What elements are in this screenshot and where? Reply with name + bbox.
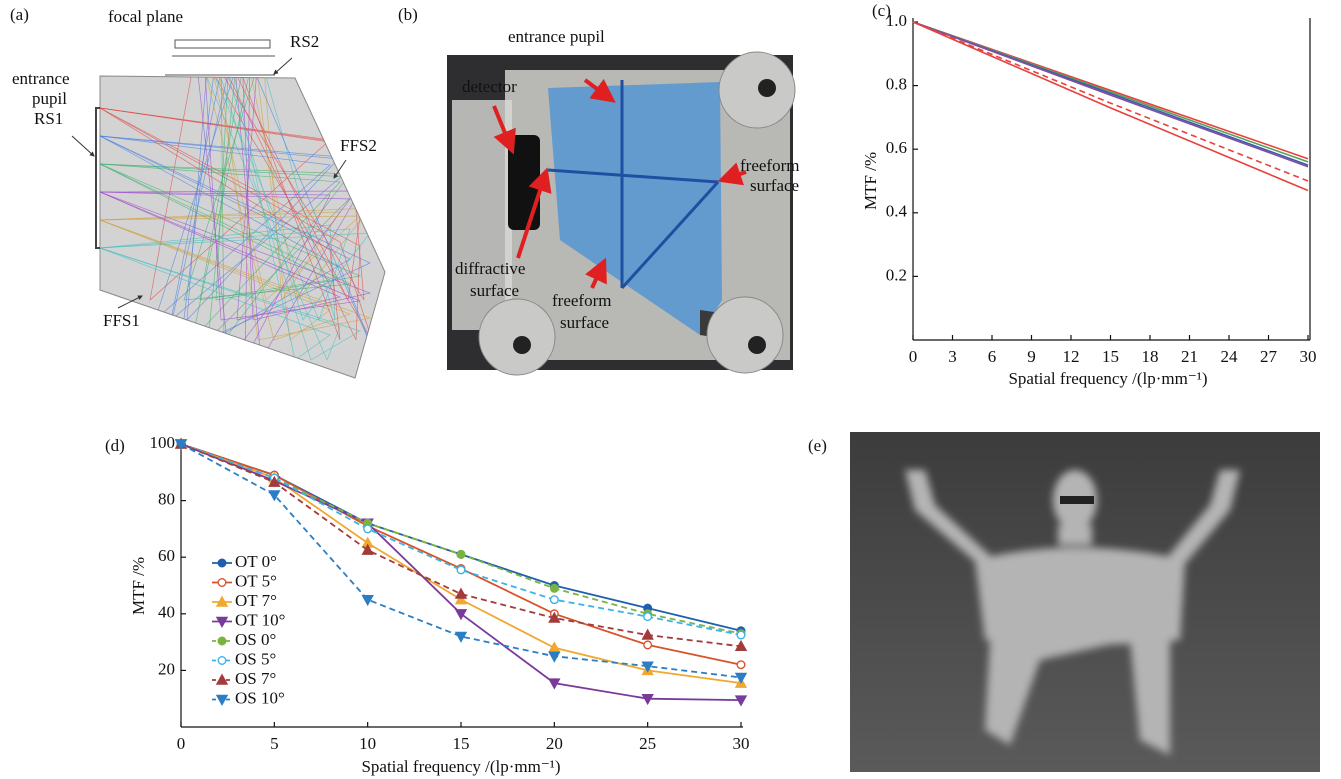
sunglasses — [1060, 496, 1094, 504]
marker — [551, 596, 559, 604]
legend-label: OT 5° — [235, 571, 277, 590]
annotation: freeform — [740, 156, 799, 175]
marker — [644, 641, 652, 649]
y-tick-label: 100 — [150, 433, 176, 452]
legend-label: OT 0° — [235, 552, 277, 571]
y-tick-label: 0.8 — [886, 75, 907, 94]
x-tick-label: 30 — [733, 734, 750, 753]
legend-label: OT 10° — [235, 610, 285, 629]
post — [479, 299, 555, 375]
x-tick-label: 3 — [948, 347, 957, 366]
legend-marker — [217, 675, 227, 684]
marker — [736, 673, 746, 682]
marker — [549, 643, 559, 652]
annotation: FFS1 — [103, 311, 140, 330]
annotation: freeform — [552, 291, 611, 310]
annotation: surface — [750, 176, 799, 195]
x-tick-label: 30 — [1300, 347, 1317, 366]
legend-label: OS 7° — [235, 669, 276, 688]
y-axis-label: MTF /% — [861, 152, 880, 210]
y-tick-label: 40 — [158, 603, 175, 622]
y-axis-label: MTF /% — [129, 557, 148, 615]
x-tick-label: 6 — [988, 347, 997, 366]
y-tick-label: 0.4 — [886, 202, 908, 221]
annotation: surface — [470, 281, 519, 300]
marker — [551, 585, 559, 593]
focal-plane-element — [175, 40, 270, 48]
legend-marker — [218, 657, 226, 665]
x-tick-label: 25 — [639, 734, 656, 753]
marker — [737, 661, 745, 669]
post-hole — [748, 336, 766, 354]
marker — [644, 613, 652, 621]
annotation: RS1 — [34, 109, 63, 128]
series-line — [913, 22, 1308, 181]
y-tick-label: 1.0 — [886, 11, 907, 30]
focal-plane-label: focal plane — [108, 7, 183, 26]
y-tick-label: 0.2 — [886, 265, 907, 284]
legend-marker — [218, 559, 226, 567]
marker — [737, 631, 745, 639]
panel-b: (b) entrance pupil detector freeform sur… — [398, 5, 799, 375]
marker — [456, 589, 466, 598]
x-tick-label: 21 — [1181, 347, 1198, 366]
page: (a) focal plane entrance pupil RS1 RS2 F… — [0, 0, 1341, 779]
panel-label: (e) — [808, 436, 827, 455]
pointer — [274, 58, 292, 74]
x-tick-label: 20 — [546, 734, 563, 753]
x-tick-label: 0 — [177, 734, 186, 753]
annotation: entrance pupil — [508, 27, 605, 46]
marker — [643, 630, 653, 639]
x-tick-label: 18 — [1142, 347, 1159, 366]
legend-label: OS 10° — [235, 688, 285, 707]
legend-marker — [217, 696, 227, 705]
y-tick-label: 60 — [158, 546, 175, 565]
y-tick-label: 20 — [158, 659, 175, 678]
annotation: pupil — [32, 89, 67, 108]
annotation: diffractive — [455, 259, 525, 278]
figure: (a) focal plane entrance pupil RS1 RS2 F… — [0, 0, 1341, 779]
entrance-pupil — [96, 108, 100, 248]
legend-marker — [218, 637, 226, 645]
legend-label: OS 0° — [235, 630, 276, 649]
y-tick-label: 0.6 — [886, 138, 907, 157]
legend-marker — [218, 579, 226, 587]
x-tick-label: 27 — [1260, 347, 1278, 366]
panel-label: (a) — [10, 5, 29, 24]
prism-body — [100, 76, 385, 378]
post-hole — [513, 336, 531, 354]
annotation: detector — [462, 77, 517, 96]
x-tick-label: 12 — [1063, 347, 1080, 366]
post — [707, 297, 783, 373]
legend-label: OT 7° — [235, 591, 277, 610]
pointer — [72, 136, 94, 156]
panel-a: (a) focal plane entrance pupil RS1 RS2 F… — [10, 5, 385, 378]
x-tick-label: 15 — [453, 734, 470, 753]
x-tick-label: 24 — [1221, 347, 1239, 366]
annotation: surface — [560, 313, 609, 332]
x-tick-label: 5 — [270, 734, 279, 753]
marker — [457, 551, 465, 559]
x-tick-label: 10 — [359, 734, 376, 753]
marker — [457, 566, 465, 574]
y-tick-label: 80 — [158, 490, 175, 509]
panel-label: (b) — [398, 5, 418, 24]
annotation: FFS2 — [340, 136, 377, 155]
x-tick-label: 15 — [1102, 347, 1119, 366]
panel-label: (d) — [105, 436, 125, 455]
annotation: RS2 — [290, 32, 319, 51]
annotation: entrance — [12, 69, 70, 88]
post — [719, 52, 795, 128]
marker — [364, 525, 372, 533]
x-axis-label: Spatial frequency /(lp·mm⁻¹) — [1008, 369, 1207, 388]
x-tick-label: 0 — [909, 347, 918, 366]
series-line — [913, 22, 1308, 167]
series-line — [913, 22, 1308, 191]
x-axis-label: Spatial frequency /(lp·mm⁻¹) — [361, 757, 560, 776]
legend-label: OS 5° — [235, 649, 276, 668]
x-tick-label: 9 — [1027, 347, 1036, 366]
panel-e: (e) — [808, 432, 1320, 772]
post-hole — [758, 79, 776, 97]
